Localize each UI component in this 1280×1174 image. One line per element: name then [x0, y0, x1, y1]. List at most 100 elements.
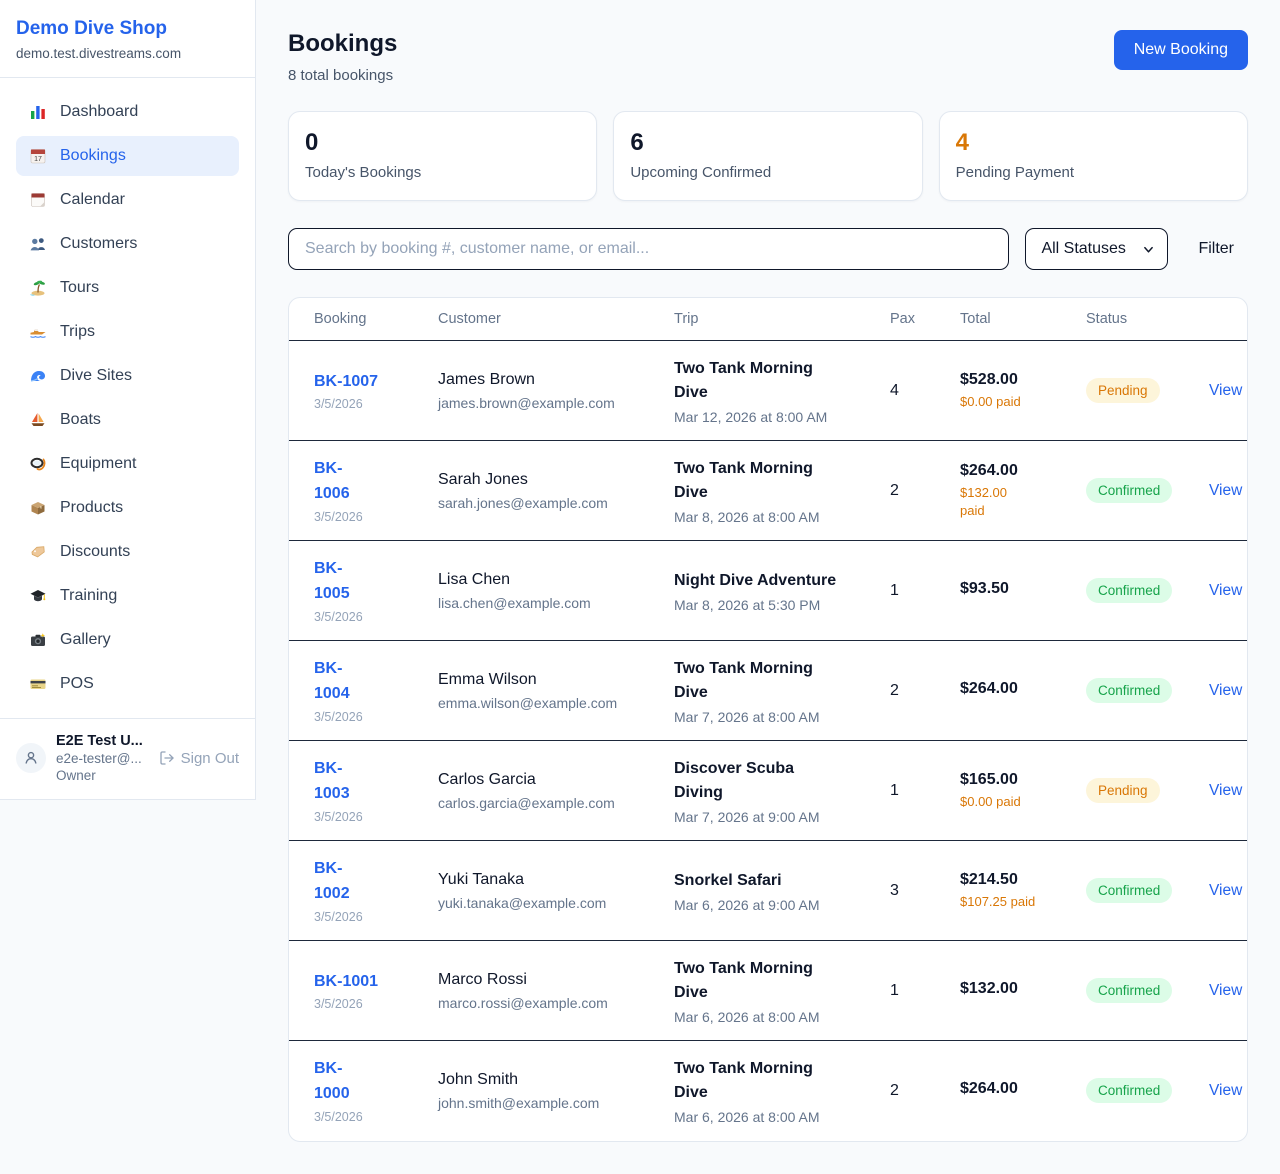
people-icon — [29, 235, 47, 253]
status-badge: Confirmed — [1086, 478, 1173, 503]
column-total: Total — [948, 298, 1074, 341]
sidebar-item-customers[interactable]: Customers — [16, 224, 239, 264]
sidebar-item-pos[interactable]: POS — [16, 664, 239, 704]
sidebar-item-tours[interactable]: Tours — [16, 268, 239, 308]
total-amount: $214.50 — [960, 870, 1018, 888]
trip-datetime: Mar 6, 2026 at 9:00 AM — [674, 896, 820, 913]
pax-count: 1 — [890, 781, 899, 799]
table-row: BK- 1004 3/5/2026 Emma Wilson emma.wilson… — [289, 641, 1247, 741]
trip-name: Night Dive Adventure — [674, 571, 837, 589]
user-info: E2E Test U... e2e-tester@... Owner — [56, 733, 149, 783]
trip-datetime: Mar 8, 2026 at 8:00 AM — [674, 508, 820, 525]
status-badge: Confirmed — [1086, 878, 1173, 903]
sidebar-item-training[interactable]: Training — [16, 576, 239, 616]
bookings-table-card: Booking Customer Trip Pax Total Status B… — [288, 297, 1248, 1142]
trip-datetime: Mar 7, 2026 at 8:00 AM — [674, 708, 820, 725]
search-input[interactable] — [288, 228, 1010, 270]
sidebar-item-label: Products — [60, 499, 124, 516]
total-amount: $165.00 — [960, 770, 1018, 788]
booking-id-link[interactable]: BK- 1000 — [314, 1060, 350, 1103]
shop-name: Demo Dive Shop — [16, 18, 167, 39]
stat-value: 6 — [630, 129, 644, 156]
sidebar-item-dive-sites[interactable]: Dive Sites — [16, 356, 239, 396]
booking-id-link[interactable]: BK-1001 — [314, 972, 379, 990]
svg-text:17: 17 — [34, 156, 42, 163]
status-select[interactable]: All Statuses — [1025, 228, 1169, 270]
trip-datetime: Mar 7, 2026 at 9:00 AM — [674, 808, 820, 825]
sign-out-label: Sign Out — [180, 749, 239, 767]
booking-id-link[interactable]: BK- 1005 — [314, 560, 350, 602]
trip-name: Two Tank Morning Dive — [674, 959, 813, 1001]
pax-count: 2 — [890, 481, 899, 499]
booking-date: 3/5/2026 — [314, 609, 363, 624]
sidebar-item-calendar[interactable]: Calendar — [16, 180, 239, 220]
view-link[interactable]: View — [1209, 981, 1243, 999]
paid-amount: $107.25 paid — [960, 893, 1036, 909]
sidebar-nav: Dashboard 17 Bookings Calendar Customers… — [0, 78, 255, 718]
booking-id-link[interactable]: BK- 1006 — [314, 460, 350, 502]
sidebar: Demo Dive Shop demo.test.divestreams.com… — [0, 0, 256, 800]
booking-id-link[interactable]: BK-1007 — [314, 372, 379, 390]
customer-name: Lisa Chen — [438, 570, 511, 588]
stat-label: Pending Payment — [955, 164, 1075, 181]
view-link[interactable]: View — [1209, 481, 1243, 499]
customer-email: marco.rossi@example.com — [438, 994, 608, 1011]
camera-icon — [29, 631, 47, 649]
view-link[interactable]: View — [1209, 381, 1243, 399]
view-link[interactable]: View — [1209, 781, 1243, 799]
sidebar-item-products[interactable]: Products — [16, 488, 239, 528]
status-select-value: All Statuses — [1041, 240, 1126, 257]
sidebar-item-equipment[interactable]: Equipment — [16, 444, 239, 484]
stats-row: 0 Today's Bookings 6 Upcoming Confirmed … — [288, 111, 1248, 201]
page-title: Bookings — [288, 30, 398, 57]
customer-email: lisa.chen@example.com — [438, 594, 591, 611]
user-email: e2e-tester@... — [56, 751, 142, 766]
avatar — [16, 743, 46, 773]
customer-email: john.smith@example.com — [438, 1094, 600, 1111]
sidebar-item-dashboard[interactable]: Dashboard — [16, 92, 239, 132]
table-row: BK- 1000 3/5/2026 John Smith john.smith@e… — [289, 1041, 1247, 1141]
sidebar-item-boats[interactable]: Boats — [16, 400, 239, 440]
total-amount: $264.00 — [960, 1079, 1018, 1097]
trip-name: Two Tank Morning Dive — [674, 359, 813, 401]
table-row: BK- 1005 3/5/2026 Lisa Chen lisa.chen@exa… — [289, 541, 1247, 641]
package-icon — [29, 499, 47, 517]
sign-out-icon — [159, 751, 174, 765]
customer-email: emma.wilson@example.com — [438, 694, 618, 711]
customer-name: John Smith — [438, 1070, 519, 1088]
view-link[interactable]: View — [1209, 1081, 1243, 1099]
view-link[interactable]: View — [1209, 581, 1243, 599]
sidebar-item-label: Customers — [60, 235, 138, 252]
trip-name: Two Tank Morning Dive — [674, 659, 813, 701]
booking-date: 3/5/2026 — [314, 509, 363, 524]
booking-date: 3/5/2026 — [314, 1110, 363, 1125]
sidebar-item-label: Dive Sites — [60, 367, 133, 384]
page-subtitle: 8 total bookings — [288, 67, 394, 84]
pax-count: 3 — [890, 881, 899, 899]
booking-id-link[interactable]: BK- 1003 — [314, 760, 350, 802]
trip-datetime: Mar 6, 2026 at 8:00 AM — [674, 1008, 820, 1025]
sidebar-item-discounts[interactable]: Discounts — [16, 532, 239, 572]
new-booking-button[interactable]: New Booking — [1113, 30, 1248, 70]
view-link[interactable]: View — [1209, 681, 1243, 699]
stat-card-upcoming-confirmed: 6 Upcoming Confirmed — [613, 111, 923, 201]
sidebar-item-bookings[interactable]: 17 Bookings — [16, 136, 239, 176]
sign-out-button[interactable]: Sign Out — [159, 750, 239, 767]
sidebar-header: Demo Dive Shop demo.test.divestreams.com — [0, 0, 255, 78]
calendar-date-icon: 17 — [29, 147, 47, 165]
stat-label: Today's Bookings — [305, 164, 422, 181]
booking-date: 3/5/2026 — [314, 709, 363, 724]
stat-value: 4 — [955, 129, 970, 156]
sidebar-item-label: Boats — [60, 411, 101, 428]
filter-button[interactable]: Filter — [1184, 240, 1248, 258]
view-link[interactable]: View — [1209, 881, 1243, 899]
table-row: BK-1007 3/5/2026 James Brown james.brown… — [289, 341, 1247, 441]
booking-id-link[interactable]: BK- 1002 — [314, 860, 350, 902]
user-role: Owner — [56, 768, 96, 783]
credit-card-icon — [29, 675, 47, 693]
sidebar-item-trips[interactable]: Trips — [16, 312, 239, 352]
sidebar-item-label: Trips — [60, 323, 95, 340]
booking-id-link[interactable]: BK- 1004 — [314, 660, 350, 702]
stat-card-todays-bookings: 0 Today's Bookings — [288, 111, 598, 201]
sidebar-item-gallery[interactable]: Gallery — [16, 620, 239, 660]
